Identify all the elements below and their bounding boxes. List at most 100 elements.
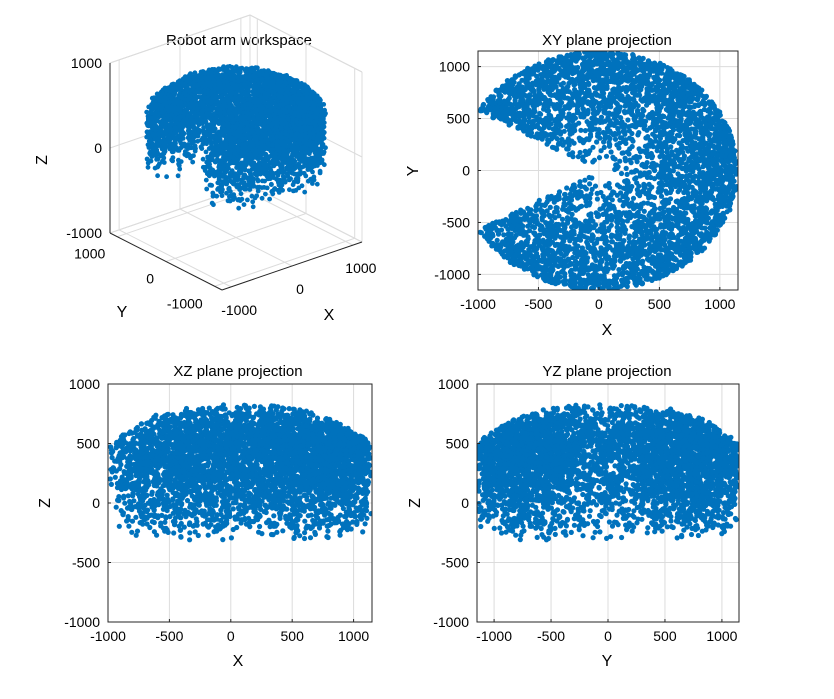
scatter-point-3d: [286, 104, 292, 110]
scatter-point-3d: [226, 185, 232, 191]
workspace-3d-ylabel: Y: [117, 304, 128, 321]
scatter-point-3d: [177, 166, 183, 172]
xy-projection-points: [478, 51, 738, 290]
scatter-point-3d: [242, 136, 248, 142]
scatter-point-3d: [235, 182, 240, 188]
scatter-point-3d: [179, 134, 185, 140]
scatter-point-3d: [194, 126, 200, 131]
scatter-point-3d: [314, 93, 320, 99]
scatter-point-3d: [148, 110, 154, 116]
scatter-point-3d: [158, 103, 164, 109]
scatter-point-3d: [179, 100, 184, 105]
scatter-point-3d: [278, 187, 284, 193]
scatter-point-3d: [250, 180, 256, 185]
x-tick-label-3d: 0: [296, 281, 304, 297]
scatter-point-3d: [200, 113, 206, 119]
scatter-point-3d: [275, 177, 280, 183]
scatter-point-3d: [180, 118, 186, 124]
scatter-point-3d: [262, 178, 267, 184]
scatter-point-3d: [278, 125, 284, 131]
scatter-point-3d: [226, 109, 232, 115]
scatter-point-3d: [273, 124, 279, 130]
scatter-point-3d: [244, 91, 250, 97]
scatter-point-3d: [169, 149, 175, 155]
scatter-point-3d: [285, 86, 291, 91]
scatter-point-3d: [273, 170, 279, 176]
scatter-point-3d: [290, 153, 296, 158]
scatter-point-3d: [244, 125, 250, 131]
scatter-point-3d: [264, 108, 269, 114]
scatter-point-3d: [291, 100, 296, 106]
scatter-point-3d: [304, 156, 309, 162]
scatter-point-3d: [297, 82, 303, 88]
scatter-point-3d: [195, 106, 201, 111]
scatter-point-3d: [145, 142, 151, 148]
scatter-point-3d: [267, 196, 272, 202]
scatter-point-3d: [238, 123, 244, 128]
scatter-point-3d: [215, 186, 221, 191]
scatter-point-3d: [183, 92, 189, 98]
xy-projection-plot[interactable]: XY plane projection -1000 -500 0 500 1000-10…: [405, 32, 740, 339]
scatter-point-3d: [201, 99, 207, 105]
scatter-point-3d: [260, 71, 265, 77]
scatter-point-3d: [317, 170, 323, 176]
scatter-point-3d: [163, 102, 169, 107]
scatter-point-3d: [241, 82, 247, 87]
scatter-point-3d: [256, 80, 262, 86]
scatter-point-3d: [235, 129, 240, 135]
scatter-point-3d: [185, 113, 191, 119]
scatter-point-3d: [252, 69, 257, 75]
scatter-point-3d: [255, 65, 260, 71]
scatter-point-3d: [164, 174, 170, 180]
scatter-point-3d: [247, 82, 253, 88]
scatter-point-3d: [218, 160, 224, 166]
workspace-3d-plot[interactable]: Robot arm workspace -100001000-100001000…: [34, 14, 377, 324]
scatter-point-3d: [296, 164, 302, 169]
scatter-point-3d: [311, 156, 317, 162]
scatter-point-3d: [262, 138, 267, 144]
scatter-point-3d: [221, 110, 227, 115]
scatter-point-3d: [293, 125, 299, 131]
scatter-point-3d: [147, 158, 152, 164]
scatter-point-3d: [297, 120, 303, 125]
scatter-point-3d: [209, 171, 215, 177]
scatter-point-3d: [245, 101, 250, 107]
scatter-point-3d: [255, 177, 260, 183]
scatter-point-3d: [259, 129, 264, 135]
scatter-point-3d: [173, 111, 179, 116]
scatter-point-3d: [281, 109, 287, 114]
scatter-point-3d: [258, 122, 264, 127]
x-axis-line-3d: [221, 241, 363, 291]
scatter-point-3d: [308, 163, 314, 169]
scatter-point-3d: [160, 159, 165, 164]
scatter-point-3d: [249, 193, 255, 199]
scatter-point-3d: [265, 141, 271, 146]
scatter-point-3d: [280, 178, 286, 184]
z-tick-label-3d: 1000: [71, 55, 102, 71]
scatter-point-3d: [154, 118, 160, 124]
scatter-point-3d: [232, 151, 238, 157]
scatter-point-3d: [247, 152, 253, 157]
scatter-point-3d: [218, 143, 224, 149]
scatter-point-3d: [241, 110, 246, 116]
scatter-point-3d: [252, 91, 258, 97]
scatter-point-3d: [262, 125, 268, 130]
scatter-point-3d: [285, 165, 290, 171]
scatter-point-3d: [220, 174, 226, 179]
scatter-point-3d: [271, 112, 277, 118]
scatter-point-3d: [192, 143, 198, 149]
scatter-point-3d: [202, 89, 208, 94]
scatter-point-3d: [160, 120, 166, 126]
scatter-point-3d: [296, 138, 302, 144]
z-tick-label-3d: -1000: [66, 225, 102, 241]
scatter-point-3d: [244, 175, 250, 181]
scatter-point-3d: [273, 103, 279, 109]
xy-projection-title: XY plane projection: [542, 32, 672, 49]
scatter-point-3d: [248, 96, 253, 102]
scatter-point-3d: [155, 113, 161, 119]
scatter-point-3d: [312, 160, 318, 166]
scatter-point-3d: [188, 81, 194, 87]
workspace-3d-zlabel: Z: [34, 155, 51, 165]
scatter-point-3d: [274, 145, 279, 151]
scatter-point-3d: [186, 119, 192, 124]
